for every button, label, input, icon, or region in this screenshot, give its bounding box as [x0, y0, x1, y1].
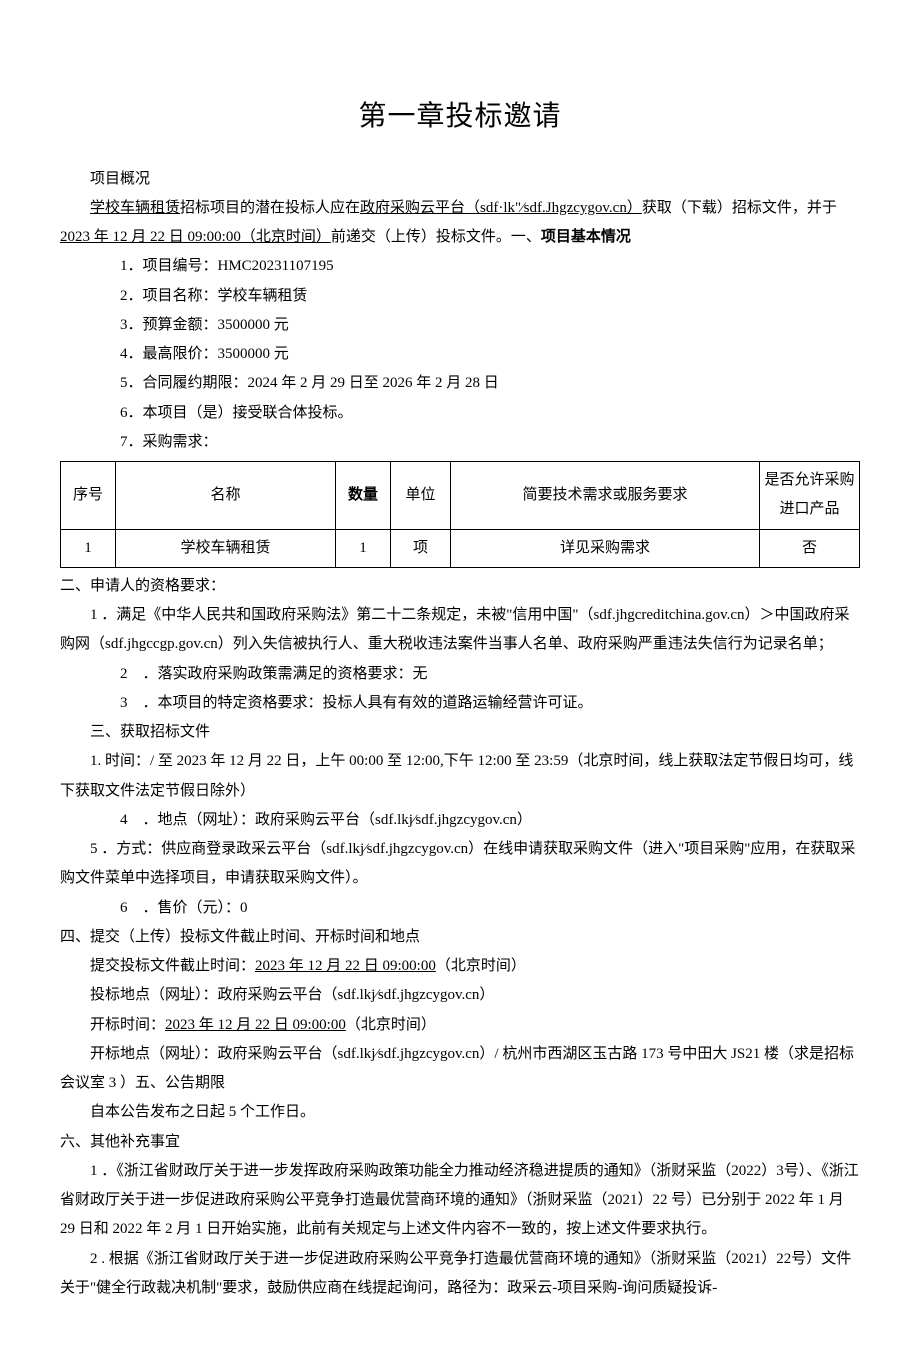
deadline-link: 2023 年 12 月 22 日 09:00:00（北京时间） [60, 229, 331, 245]
intro-text-3: 前递交（上传）投标文件。一、 [331, 229, 541, 245]
item-3-5: 5 ．方式：供应商登录政采云平台（sdf.lkj⁄sdf.jhgzcygov.c… [60, 835, 860, 894]
item-2-1: 1 ．满足《中华人民共和国政府采购法》第二十二条规定，未被"信用中国"（sdf.… [60, 601, 860, 660]
item-3-4: 4 ．地点（网址）：政府采购云平台（sdf.lkj⁄sdf.jhgzcygov.… [60, 806, 860, 835]
s4-deadline-link: 2023 年 12 月 22 日 09:00:00 [255, 958, 436, 974]
item-2-2: 2 ．落实政府采购政策需满足的资格要求：无 [60, 660, 860, 689]
td-unit: 项 [391, 529, 451, 567]
section-5-body: 自本公告发布之日起 5 个工作日。 [60, 1098, 860, 1127]
item-1-3-text: ．预算金额：3500000 元 [128, 317, 289, 333]
item-4-deadline: 提交投标文件截止时间：2023 年 12 月 22 日 09:00:00（北京时… [60, 952, 860, 981]
table-header-row: 序号 名称 数量 单位 简要技术需求或服务要求 是否允许采购进口产品 [61, 462, 860, 530]
th-unit: 单位 [391, 462, 451, 530]
section-2-title: 二、申请人的资格要求： [60, 572, 860, 601]
th-name: 名称 [116, 462, 336, 530]
s4-deadline-post: （北京时间） [436, 958, 526, 974]
item-1-2: 2．项目名称：学校车辆租赁 [60, 282, 860, 311]
item-1-7: 7．采购需求： [60, 428, 860, 457]
section-4-title: 四、提交（上传）投标文件截止时间、开标时间和地点 [60, 923, 860, 952]
td-req: 详见采购需求 [451, 529, 760, 567]
platform-link: 政府采购云平台（sdf·lk"⁄sdf.Jhgzcygov.cn） [360, 200, 642, 216]
section-1-title-bold: 项目基本情况 [541, 229, 631, 245]
item-6-1: 1 ．《浙江省财政厅关于进一步发挥政府采购政策功能全力推动经济稳进提质的通知》（… [60, 1157, 860, 1245]
td-imp: 否 [760, 529, 860, 567]
item-3-6-text: ．售价（元）：0 [143, 900, 248, 916]
th-req: 简要技术需求或服务要求 [451, 462, 760, 530]
s4-open-post: （北京时间） [346, 1017, 436, 1033]
section-6-title: 六、其他补充事宜 [60, 1128, 860, 1157]
item-3-4-text: ．地点（网址）：政府采购云平台（sdf.lkj⁄sdf.jhgzcygov.cn… [143, 812, 532, 828]
item-1-5-text: ．合同履约期限：2024 年 2 月 29 日至 2026 年 2 月 28 日 [128, 375, 499, 391]
item-2-3: 3 ．本项目的特定资格要求：投标人具有有效的道路运输经营许可证。 [60, 689, 860, 718]
th-imp: 是否允许采购进口产品 [760, 462, 860, 530]
item-4-open-time: 开标时间：2023 年 12 月 22 日 09:00:00（北京时间） [60, 1011, 860, 1040]
th-qty: 数量 [336, 462, 391, 530]
procurement-table: 序号 名称 数量 单位 简要技术需求或服务要求 是否允许采购进口产品 1 学校车… [60, 461, 860, 568]
td-qty: 1 [336, 529, 391, 567]
th-seq: 序号 [61, 462, 116, 530]
item-3-1: 1. 时间：/ 至 2023 年 12 月 22 日，上午 00:00 至 12… [60, 747, 860, 806]
section-3-title: 三、获取招标文件 [60, 718, 860, 747]
item-4-place: 投标地点（网址）：政府采购云平台（sdf.lkj⁄sdf.jhgzcygov.c… [60, 981, 860, 1010]
item-1-2-text: ．项目名称：学校车辆租赁 [128, 288, 308, 304]
s4-open-pre: 开标时间： [90, 1017, 165, 1033]
intro-paragraph: 学校车辆租赁招标项目的潜在投标人应在政府采购云平台（sdf·lk"⁄sdf.Jh… [60, 194, 860, 253]
item-1-4: 4．最高限价：3500000 元 [60, 340, 860, 369]
item-1-6: 6．本项目（是）接受联合体投标。 [60, 399, 860, 428]
item-1-4-text: ．最高限价：3500000 元 [128, 346, 289, 362]
item-1-6-text: ．本项目（是）接受联合体投标。 [128, 405, 353, 421]
overview-label: 项目概况 [60, 165, 860, 194]
table-row: 1 学校车辆租赁 1 项 详见采购需求 否 [61, 529, 860, 567]
s4-deadline-pre: 提交投标文件截止时间： [90, 958, 255, 974]
td-name: 学校车辆租赁 [116, 529, 336, 567]
item-1-1: 1．项目编号：HMC20231107195 [60, 252, 860, 281]
item-1-5: 5．合同履约期限：2024 年 2 月 29 日至 2026 年 2 月 28 … [60, 369, 860, 398]
item-1-3: 3．预算金额：3500000 元 [60, 311, 860, 340]
chapter-title: 第一章投标邀请 [60, 90, 860, 145]
item-1-1-text: ．项目编号：HMC20231107195 [128, 258, 334, 274]
intro-text-2: 获取（下载）招标文件，并于 [642, 200, 837, 216]
item-1-7-text: ．采购需求： [128, 434, 218, 450]
item-4-open-place: 开标地点（网址）：政府采购云平台（sdf.lkj⁄sdf.jhgzcygov.c… [60, 1040, 860, 1099]
item-3-6: 6 ．售价（元）：0 [60, 894, 860, 923]
item-2-2-text: ．落实政府采购政策需满足的资格要求：无 [143, 666, 428, 682]
item-6-2: 2 . 根据《浙江省财政厅关于进一步促进政府采购公平竞争打造最优营商环境的通知》… [60, 1245, 860, 1304]
intro-text-1: 招标项目的潜在投标人应在 [180, 200, 360, 216]
s4-open-link: 2023 年 12 月 22 日 09:00:00 [165, 1017, 346, 1033]
project-name-link: 学校车辆租赁 [90, 200, 180, 216]
item-2-3-text: ．本项目的特定资格要求：投标人具有有效的道路运输经营许可证。 [143, 695, 593, 711]
td-seq: 1 [61, 529, 116, 567]
